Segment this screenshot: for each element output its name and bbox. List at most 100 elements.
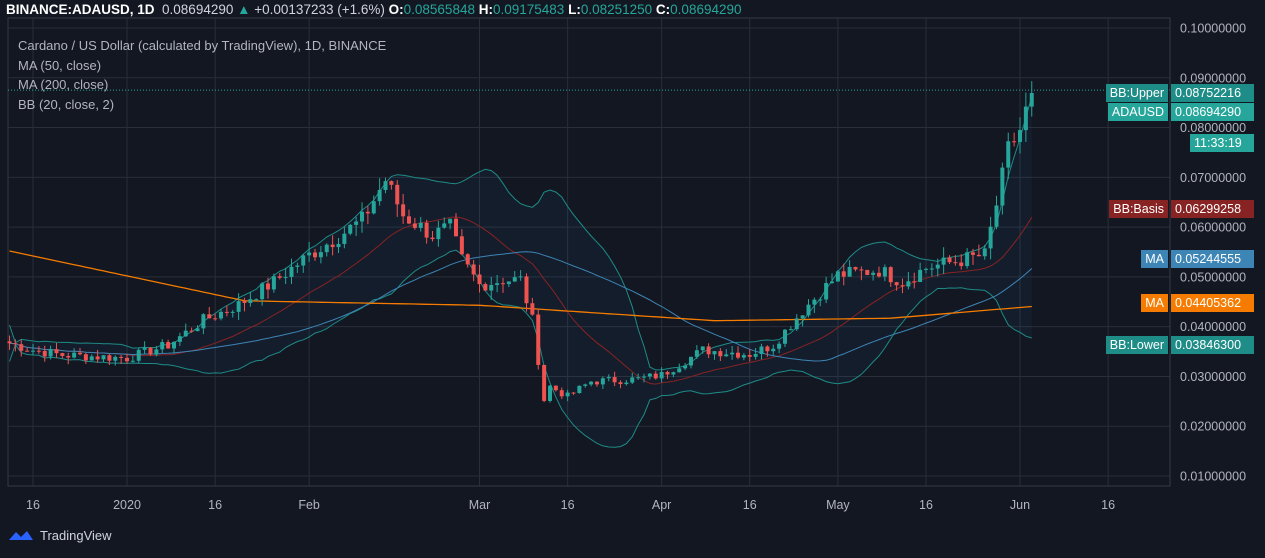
- candle-body: [589, 381, 594, 385]
- series-tag-label: MA: [1141, 250, 1168, 268]
- candle-body: [665, 371, 670, 375]
- candle-body: [313, 252, 317, 258]
- candle-body: [583, 384, 588, 386]
- x-tick-label: 16: [919, 498, 933, 512]
- x-tick-label: Feb: [298, 498, 320, 512]
- low-label: L:: [568, 2, 581, 17]
- candle-body: [360, 211, 364, 222]
- x-tick-label: 16: [208, 498, 222, 512]
- x-tick-label: Jun: [1010, 498, 1030, 512]
- candle-body: [201, 314, 206, 329]
- candle-body: [101, 355, 106, 360]
- candle-body: [571, 392, 576, 394]
- last-price: 0.08694290: [162, 2, 234, 17]
- candle-body: [448, 218, 453, 224]
- candle-body: [618, 382, 623, 385]
- symbol: BINANCE:ADAUSD, 1D: [6, 2, 155, 17]
- candle-body: [336, 243, 341, 248]
- candle-body: [307, 252, 312, 256]
- candle-body: [330, 244, 335, 248]
- candle-body: [865, 269, 870, 275]
- candle-body: [935, 264, 940, 269]
- candle-body: [495, 283, 500, 285]
- candle-body: [418, 222, 423, 228]
- candle-body: [25, 350, 30, 352]
- candle-body: [125, 357, 129, 362]
- candle-body: [724, 354, 729, 357]
- series-tag-label: MA: [1141, 294, 1168, 312]
- chart-legend: Cardano / US Dollar (calculated by Tradi…: [18, 36, 386, 114]
- candle-body: [31, 350, 35, 352]
- candle-body: [36, 350, 41, 352]
- tradingview-logo[interactable]: TradingView: [8, 528, 112, 543]
- candle-body: [436, 227, 441, 240]
- candle-body: [700, 346, 705, 351]
- y-tick-label: 0.03000000: [1180, 370, 1246, 384]
- legend-title: Cardano / US Dollar (calculated by Tradi…: [18, 38, 387, 53]
- candle-body: [559, 390, 564, 397]
- candle-body: [524, 276, 529, 304]
- candle-body: [636, 377, 641, 379]
- candle-body: [289, 266, 294, 277]
- candle-body: [747, 355, 752, 357]
- series-tag-value: 0.05244555: [1171, 250, 1254, 268]
- candle-body: [113, 356, 118, 361]
- candle-body: [142, 347, 147, 350]
- high-value: 0.09175483: [492, 2, 565, 17]
- candle-body: [48, 349, 53, 357]
- candle-body: [947, 257, 952, 263]
- candle-body: [442, 223, 447, 228]
- candle-body: [924, 268, 928, 270]
- candle-body: [853, 266, 858, 270]
- candle-body: [95, 356, 100, 360]
- legend-bb[interactable]: BB (20, close, 2): [18, 96, 115, 112]
- legend-ma200[interactable]: MA (200, close): [18, 77, 109, 92]
- candle-body: [318, 252, 323, 258]
- candle-body: [348, 224, 353, 234]
- candle-body: [1012, 141, 1017, 143]
- candle-body: [1018, 130, 1022, 142]
- candle-body: [42, 351, 47, 357]
- countdown-timer: 11:33:19: [1190, 134, 1254, 152]
- candle-body: [606, 377, 611, 379]
- candle-body: [783, 329, 787, 344]
- candle-body: [7, 341, 12, 344]
- candle-body: [54, 349, 59, 354]
- candle-body: [577, 385, 582, 393]
- y-tick-label: 0.02000000: [1180, 420, 1246, 434]
- candle-body: [248, 299, 253, 303]
- candle-body: [277, 276, 282, 278]
- legend-ma50[interactable]: MA (50, close): [18, 57, 102, 73]
- candle-body: [612, 377, 617, 383]
- candle-body: [548, 385, 552, 401]
- series-tag-label: BB:Basis: [1109, 200, 1168, 218]
- candle-body: [929, 268, 934, 270]
- candle-body: [236, 301, 241, 312]
- candle-body: [888, 267, 893, 283]
- candle-body: [536, 314, 541, 365]
- candle-body: [483, 284, 488, 291]
- series-tag-value: 0.08694290: [1171, 103, 1254, 121]
- candle-body: [66, 355, 71, 358]
- candle-body: [407, 216, 411, 224]
- candle-body: [683, 365, 688, 369]
- candle-body: [172, 341, 176, 349]
- candle-body: [689, 356, 693, 366]
- brand-name: TradingView: [40, 528, 112, 543]
- high-label: H:: [478, 2, 493, 17]
- candle-body: [647, 373, 652, 377]
- candle-body: [565, 392, 570, 397]
- candle-body: [800, 315, 805, 319]
- candle-body: [847, 266, 852, 277]
- candle-body: [354, 221, 359, 225]
- candle-body: [624, 382, 629, 385]
- x-tick-label: 2020: [113, 498, 141, 512]
- candle-body: [718, 351, 723, 357]
- candle-body: [60, 353, 65, 356]
- candle-body: [894, 282, 899, 286]
- candle-body: [518, 276, 523, 278]
- candle-body: [877, 272, 881, 277]
- x-tick-label: Apr: [652, 498, 671, 512]
- candle-body: [154, 349, 159, 355]
